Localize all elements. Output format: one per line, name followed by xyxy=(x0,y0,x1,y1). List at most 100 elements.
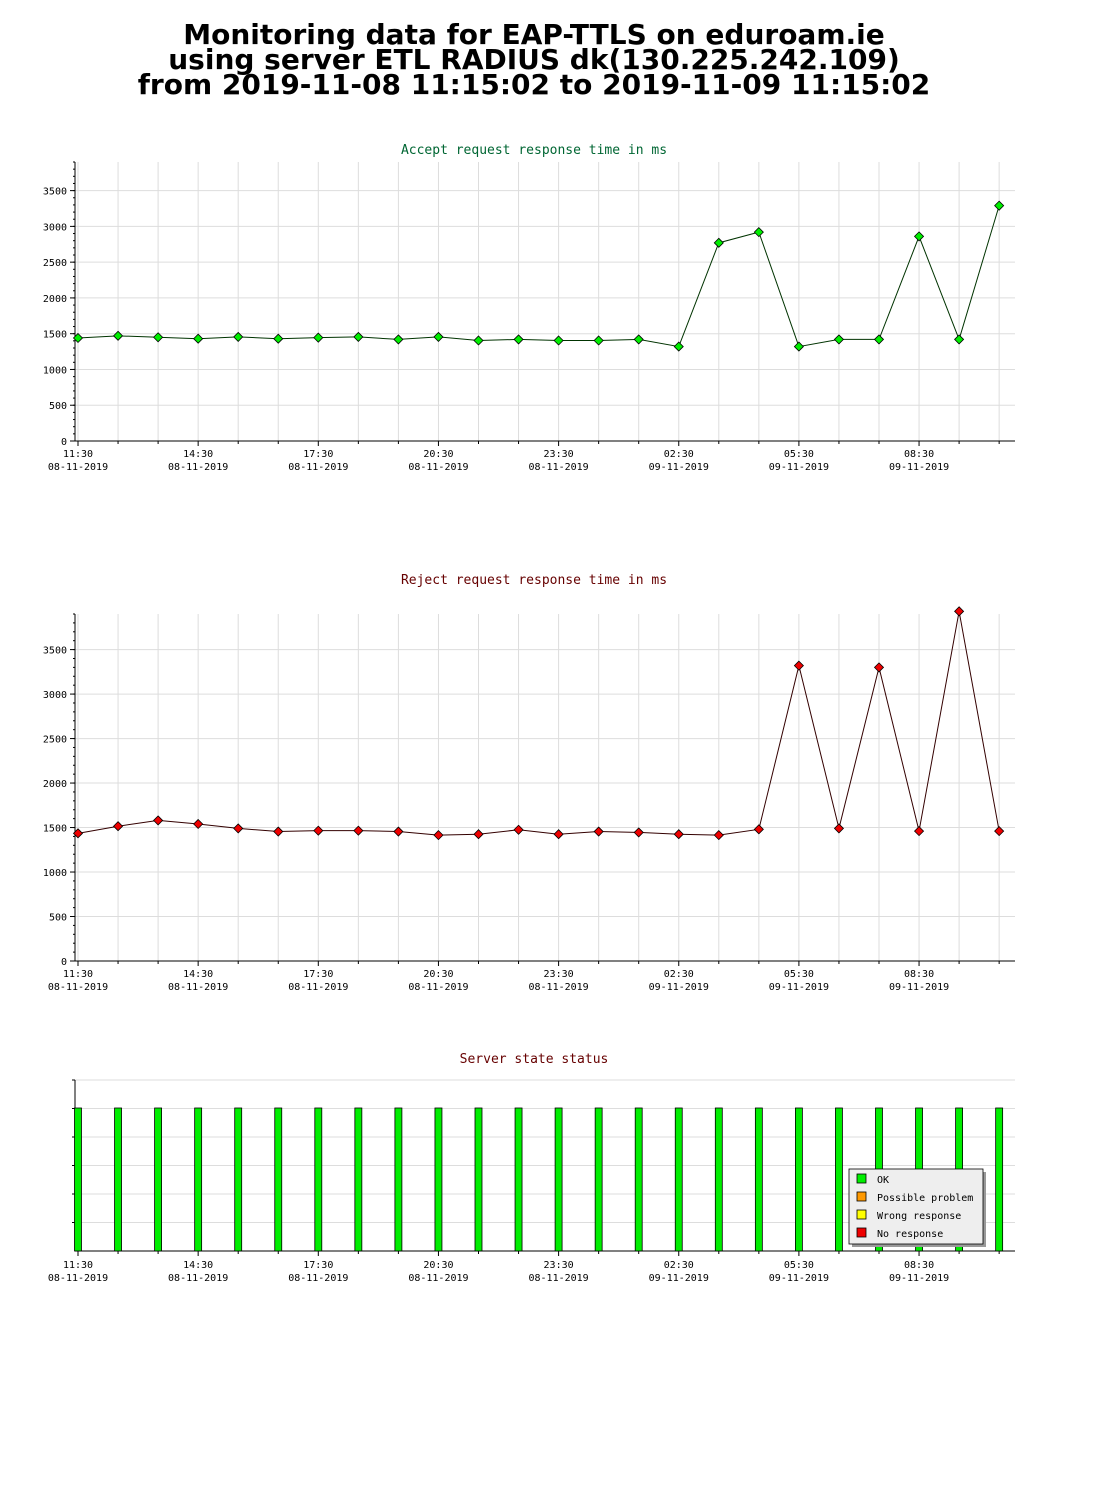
status-bar xyxy=(795,1107,803,1252)
x-tick-label-date: 08-11-2019 xyxy=(168,1273,228,1284)
data-point xyxy=(833,334,845,345)
data-point xyxy=(153,815,164,826)
y-tick-label: 2500 xyxy=(43,258,67,269)
status-bar xyxy=(514,1107,523,1252)
x-tick-label-date: 09-11-2019 xyxy=(889,1273,949,1284)
y-tick-label: 0 xyxy=(61,437,67,448)
data-point xyxy=(112,330,124,341)
status-bar xyxy=(554,1107,563,1252)
data-point xyxy=(753,227,764,238)
x-tick-label-date: 08-11-2019 xyxy=(288,462,348,473)
data-point xyxy=(313,332,324,343)
y-tick-label: 500 xyxy=(49,401,67,412)
y-tick-label: 1500 xyxy=(43,330,67,341)
chart-title: Server state status xyxy=(460,1052,609,1067)
x-tick-label-time: 23:30 xyxy=(544,969,574,980)
data-point xyxy=(873,662,885,673)
data-point xyxy=(473,829,484,840)
x-tick-label-date: 08-11-2019 xyxy=(48,1273,108,1284)
data-point xyxy=(513,334,524,345)
x-tick-label-date: 08-11-2019 xyxy=(168,982,228,993)
status-bar xyxy=(634,1107,643,1252)
y-tick-label: 2000 xyxy=(43,779,67,790)
x-tick-label-date: 08-11-2019 xyxy=(528,1273,588,1284)
x-tick-label-date: 08-11-2019 xyxy=(48,982,108,993)
data-point xyxy=(353,331,364,342)
y-tick-label: 2000 xyxy=(43,294,67,305)
data-point xyxy=(673,341,684,352)
data-point xyxy=(633,827,644,838)
status-bar xyxy=(995,1107,1004,1252)
data-point xyxy=(433,331,444,342)
x-tick-label-date: 08-11-2019 xyxy=(288,982,348,993)
y-tick-label: 3500 xyxy=(43,187,67,198)
x-tick-label-date: 09-11-2019 xyxy=(649,1273,709,1284)
x-tick-label-time: 08:30 xyxy=(904,969,934,980)
legend-swatch xyxy=(856,1191,867,1202)
x-tick-label-date: 08-11-2019 xyxy=(48,462,108,473)
legend-box xyxy=(848,1168,984,1245)
x-tick-label-date: 08-11-2019 xyxy=(288,1273,348,1284)
x-tick-label-date: 08-11-2019 xyxy=(528,982,588,993)
data-point xyxy=(553,829,564,840)
status-bar xyxy=(114,1107,122,1252)
data-point xyxy=(153,332,164,343)
chart-title: Accept request response time in ms xyxy=(401,143,667,158)
x-tick-label-date: 09-11-2019 xyxy=(649,462,709,473)
x-tick-label-time: 17:30 xyxy=(303,969,333,980)
page-title-line-1: Monitoring data for EAP-TTLS on eduroam.… xyxy=(183,18,885,51)
x-tick-label-time: 14:30 xyxy=(183,449,213,460)
data-point xyxy=(833,823,845,834)
data-point xyxy=(793,341,804,352)
data-point xyxy=(713,830,724,841)
data-point xyxy=(193,333,204,344)
page-title-line-3: from 2019-11-08 11:15:02 to 2019-11-09 1… xyxy=(137,68,931,101)
data-point xyxy=(873,334,885,345)
data-point xyxy=(353,825,364,836)
status-bar xyxy=(835,1107,843,1252)
data-point xyxy=(273,333,284,344)
status-bar xyxy=(154,1107,163,1252)
page-title-line-2: using server ETL RADIUS dk(130.225.242.1… xyxy=(168,43,900,76)
data-point xyxy=(233,823,244,834)
x-tick-label-date: 08-11-2019 xyxy=(408,982,468,993)
x-tick-label-date: 08-11-2019 xyxy=(408,1273,468,1284)
data-point xyxy=(673,829,684,840)
data-point xyxy=(72,828,84,839)
x-tick-label-time: 02:30 xyxy=(664,449,694,460)
chart-title: Reject request response time in ms xyxy=(401,573,667,588)
data-point xyxy=(473,335,484,346)
x-tick-label-time: 11:30 xyxy=(63,449,93,460)
data-point xyxy=(112,821,124,832)
x-tick-label-time: 23:30 xyxy=(544,1260,574,1271)
x-tick-label-date: 09-11-2019 xyxy=(889,982,949,993)
x-tick-label-time: 08:30 xyxy=(904,1260,934,1271)
status-bar xyxy=(594,1107,603,1252)
x-tick-label-date: 08-11-2019 xyxy=(528,462,588,473)
x-tick-label-time: 17:30 xyxy=(303,449,333,460)
data-point xyxy=(713,237,724,248)
data-point xyxy=(913,826,925,837)
series-line xyxy=(77,611,1000,836)
status-bar xyxy=(394,1107,403,1252)
page-title: Monitoring data for EAP-TTLS on eduroam.… xyxy=(0,18,1068,101)
x-tick-label-time: 02:30 xyxy=(664,1260,694,1271)
x-tick-label-time: 17:30 xyxy=(303,1260,333,1271)
data-point xyxy=(433,830,444,841)
x-tick-label-date: 09-11-2019 xyxy=(649,982,709,993)
status-bar xyxy=(674,1107,683,1252)
x-tick-label-time: 05:30 xyxy=(784,1260,814,1271)
data-point xyxy=(954,606,965,617)
y-tick-label: 2500 xyxy=(43,735,67,746)
data-point xyxy=(633,334,644,345)
x-tick-label-time: 02:30 xyxy=(664,969,694,980)
status-bar xyxy=(754,1107,763,1252)
status-bar xyxy=(194,1107,203,1252)
x-tick-label-time: 11:30 xyxy=(63,1260,93,1271)
x-tick-label-time: 05:30 xyxy=(784,969,814,980)
legend-label: No response xyxy=(877,1229,943,1240)
x-tick-label-time: 23:30 xyxy=(544,449,574,460)
x-tick-label-date: 09-11-2019 xyxy=(769,462,829,473)
legend-swatch xyxy=(856,1173,867,1184)
